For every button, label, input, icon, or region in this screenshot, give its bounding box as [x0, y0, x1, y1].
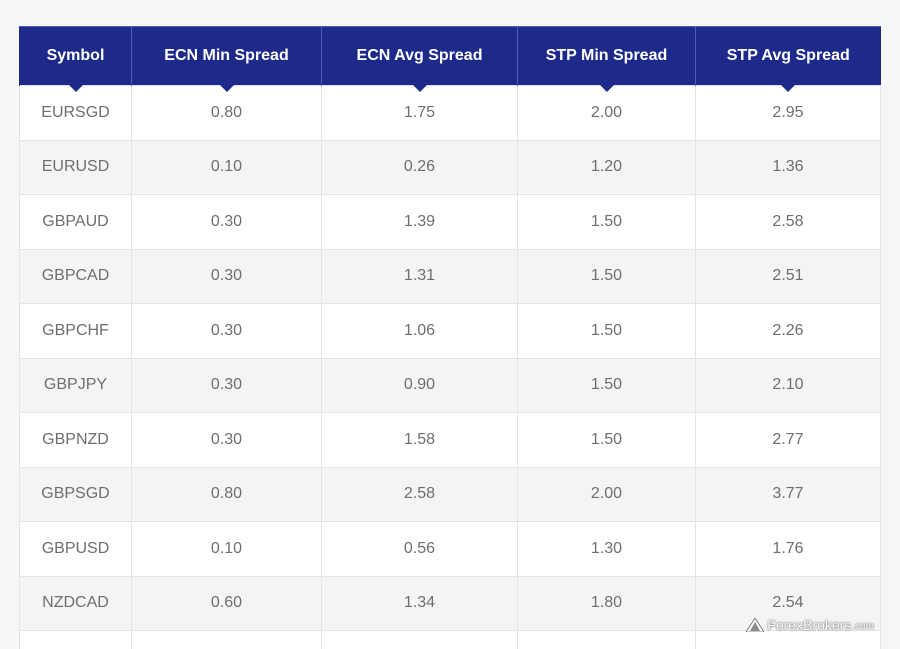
cell-symbol: NZDCAD — [20, 576, 132, 631]
column-header-ecn-min-spread[interactable]: ECN Min Spread — [132, 27, 322, 86]
column-header-symbol[interactable]: Symbol — [20, 27, 132, 86]
cell-empty — [518, 631, 696, 649]
cell-stp-min-spread: 1.50 — [518, 195, 696, 250]
cell-empty — [20, 631, 132, 649]
table-row: GBPNZD 0.30 1.58 1.50 2.77 — [20, 413, 881, 468]
cell-ecn-min-spread: 0.30 — [132, 249, 322, 304]
cell-symbol: GBPCHF — [20, 304, 132, 359]
table-row: GBPAUD 0.30 1.39 1.50 2.58 — [20, 195, 881, 250]
cell-stp-min-spread: 1.50 — [518, 413, 696, 468]
sort-arrow-icon — [69, 85, 83, 92]
cell-stp-avg-spread: 1.36 — [696, 140, 881, 195]
cell-ecn-avg-spread: 0.90 — [322, 358, 518, 413]
cell-symbol: EURSGD — [20, 86, 132, 141]
cell-ecn-min-spread: 0.60 — [132, 576, 322, 631]
cell-ecn-min-spread: 0.30 — [132, 413, 322, 468]
cell-stp-min-spread: 1.50 — [518, 304, 696, 359]
cell-stp-avg-spread: 2.58 — [696, 195, 881, 250]
cell-symbol: GBPAUD — [20, 195, 132, 250]
cell-stp-min-spread: 2.00 — [518, 86, 696, 141]
cell-ecn-min-spread: 0.30 — [132, 195, 322, 250]
cell-ecn-min-spread: 0.80 — [132, 86, 322, 141]
cell-empty — [322, 631, 518, 649]
cell-stp-min-spread: 2.00 — [518, 467, 696, 522]
cell-empty — [696, 631, 881, 649]
spread-table-container: Symbol ECN Min Spread ECN Avg Spread STP… — [19, 26, 880, 649]
cell-symbol: GBPCAD — [20, 249, 132, 304]
cell-stp-min-spread: 1.80 — [518, 576, 696, 631]
cell-stp-min-spread: 1.20 — [518, 140, 696, 195]
cell-ecn-avg-spread: 1.06 — [322, 304, 518, 359]
cell-ecn-min-spread: 0.80 — [132, 467, 322, 522]
column-header-label: ECN Min Spread — [164, 47, 288, 64]
cell-stp-avg-spread: 3.77 — [696, 467, 881, 522]
column-header-label: ECN Avg Spread — [357, 47, 483, 64]
cell-ecn-min-spread: 0.30 — [132, 358, 322, 413]
table-row: EURSGD 0.80 1.75 2.00 2.95 — [20, 86, 881, 141]
table-row: EURUSD 0.10 0.26 1.20 1.36 — [20, 140, 881, 195]
sort-arrow-icon — [413, 85, 427, 92]
table-row: GBPJPY 0.30 0.90 1.50 2.10 — [20, 358, 881, 413]
cell-ecn-avg-spread: 0.56 — [322, 522, 518, 577]
cell-stp-avg-spread: 1.76 — [696, 522, 881, 577]
cell-stp-avg-spread: 2.10 — [696, 358, 881, 413]
cell-stp-avg-spread: 2.95 — [696, 86, 881, 141]
cell-stp-avg-spread: 2.77 — [696, 413, 881, 468]
sort-arrow-icon — [600, 85, 614, 92]
cell-stp-avg-spread: 2.51 — [696, 249, 881, 304]
table-row-partial — [20, 631, 881, 649]
cell-symbol: GBPNZD — [20, 413, 132, 468]
table-row: GBPSGD 0.80 2.58 2.00 3.77 — [20, 467, 881, 522]
cell-symbol: EURUSD — [20, 140, 132, 195]
sort-arrow-icon — [220, 85, 234, 92]
forexbrokers-watermark: ForexBrokers.com — [746, 617, 874, 633]
cell-ecn-avg-spread: 1.75 — [322, 86, 518, 141]
cell-ecn-min-spread: 0.10 — [132, 140, 322, 195]
table-row: GBPCHF 0.30 1.06 1.50 2.26 — [20, 304, 881, 359]
table-row: GBPCAD 0.30 1.31 1.50 2.51 — [20, 249, 881, 304]
spread-table: Symbol ECN Min Spread ECN Avg Spread STP… — [19, 26, 881, 649]
cell-stp-min-spread: 1.50 — [518, 249, 696, 304]
cell-symbol: GBPUSD — [20, 522, 132, 577]
cell-empty — [132, 631, 322, 649]
cell-symbol: GBPJPY — [20, 358, 132, 413]
cell-ecn-avg-spread: 0.26 — [322, 140, 518, 195]
cell-ecn-min-spread: 0.10 — [132, 522, 322, 577]
table-row: GBPUSD 0.10 0.56 1.30 1.76 — [20, 522, 881, 577]
cell-ecn-avg-spread: 1.58 — [322, 413, 518, 468]
cell-ecn-avg-spread: 1.39 — [322, 195, 518, 250]
forexbrokers-logo-icon — [746, 618, 764, 632]
cell-stp-min-spread: 1.30 — [518, 522, 696, 577]
watermark-suffix: .com — [852, 621, 874, 632]
table-header-row: Symbol ECN Min Spread ECN Avg Spread STP… — [20, 27, 881, 86]
cell-ecn-avg-spread: 1.34 — [322, 576, 518, 631]
cell-stp-min-spread: 1.50 — [518, 358, 696, 413]
cell-stp-avg-spread: 2.26 — [696, 304, 881, 359]
column-header-stp-min-spread[interactable]: STP Min Spread — [518, 27, 696, 86]
column-header-ecn-avg-spread[interactable]: ECN Avg Spread — [322, 27, 518, 86]
column-header-label: STP Avg Spread — [727, 47, 850, 64]
cell-ecn-min-spread: 0.30 — [132, 304, 322, 359]
watermark-name: ForexBrokers — [767, 617, 851, 633]
cell-ecn-avg-spread: 1.31 — [322, 249, 518, 304]
cell-symbol: GBPSGD — [20, 467, 132, 522]
column-header-stp-avg-spread[interactable]: STP Avg Spread — [696, 27, 881, 86]
cell-ecn-avg-spread: 2.58 — [322, 467, 518, 522]
column-header-label: Symbol — [47, 47, 105, 64]
sort-arrow-icon — [781, 85, 795, 92]
column-header-label: STP Min Spread — [546, 47, 668, 64]
